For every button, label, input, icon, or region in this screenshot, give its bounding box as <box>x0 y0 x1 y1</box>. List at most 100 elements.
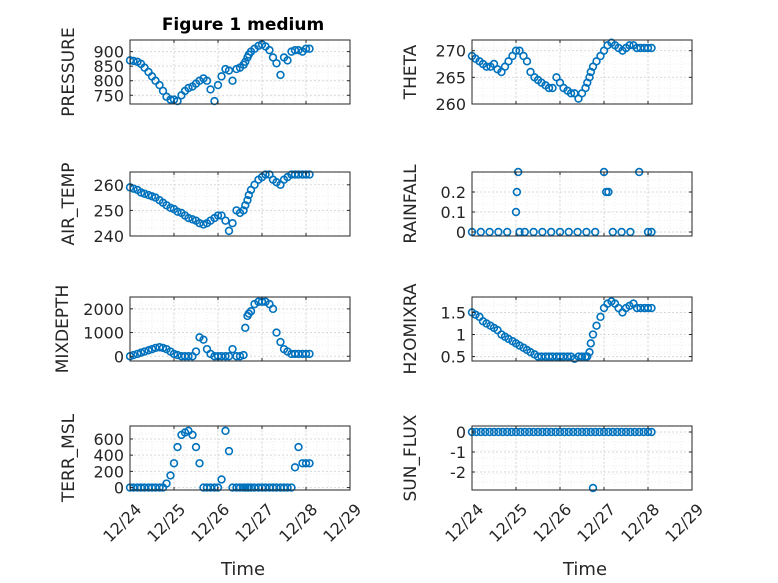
data-point <box>515 227 524 237</box>
axes-box <box>471 39 693 105</box>
y-tick-label: -1 <box>450 443 466 462</box>
data-point <box>520 227 529 237</box>
data-point <box>630 427 639 437</box>
data-point <box>250 180 259 190</box>
figure-title: Figure 1 medium <box>162 15 324 35</box>
data-point <box>228 76 237 85</box>
data-point <box>158 86 168 96</box>
data-point <box>512 187 522 197</box>
axes-box <box>129 425 351 491</box>
data-point <box>520 427 529 437</box>
data-point <box>213 483 223 492</box>
data-point <box>560 427 569 437</box>
data-point <box>173 350 182 360</box>
data-point <box>199 335 208 344</box>
y-tick-label: 900 <box>93 43 124 62</box>
data-point <box>195 459 204 468</box>
axes-box <box>129 39 351 105</box>
y-tick-label: 265 <box>435 68 466 87</box>
data-point <box>217 475 226 484</box>
data-point <box>529 427 538 437</box>
data-point <box>595 427 604 437</box>
data-point <box>188 430 197 440</box>
y-tick-label: 400 <box>93 446 124 465</box>
data-point <box>604 187 613 197</box>
y-tick-label: 0.5 <box>441 348 466 367</box>
y-tick-label: 0.1 <box>441 203 466 222</box>
data-point <box>485 427 494 437</box>
x-axis-label-right: Time <box>562 559 607 580</box>
data-point <box>551 427 560 437</box>
data-point <box>608 427 617 437</box>
data-point <box>590 427 600 437</box>
data-point <box>577 352 587 361</box>
data-point <box>643 303 653 313</box>
data-point <box>548 83 557 93</box>
y-tick-label: 250 <box>93 201 124 220</box>
y-tick-label: 1 <box>456 326 466 345</box>
y-axis-label: PRESSURE <box>59 27 79 116</box>
data-point <box>239 206 248 215</box>
y-tick-label: 0 <box>456 423 466 442</box>
data-point <box>522 57 532 66</box>
data-point <box>639 427 648 437</box>
data-point <box>546 227 556 237</box>
data-point <box>265 45 274 55</box>
subplot-mixdepth: 0 1000 2000 MIXDEPTH <box>53 285 351 373</box>
axes-box <box>471 425 693 491</box>
data-point <box>276 70 285 80</box>
data-point <box>228 344 237 354</box>
data-point <box>184 352 193 361</box>
data-point <box>511 207 521 217</box>
data-point <box>140 189 149 198</box>
data-point <box>626 227 635 237</box>
data-point <box>485 227 494 237</box>
data-point <box>140 347 149 356</box>
data-point <box>283 483 292 492</box>
data-point <box>221 426 230 436</box>
y-axis-label: THETA <box>401 44 421 100</box>
data-point <box>503 227 512 237</box>
axes-box <box>471 296 693 362</box>
data-point <box>581 83 590 93</box>
y-tick-label: 260 <box>435 95 466 114</box>
y-tick-label: 750 <box>93 86 124 105</box>
data-point <box>241 57 250 67</box>
data-point <box>582 427 591 437</box>
data-point <box>542 427 551 437</box>
data-point <box>184 213 193 223</box>
data-point <box>564 227 573 237</box>
subplot-air_temp: 240 250 260 AIR_TEMP <box>59 163 351 246</box>
data-point <box>647 43 656 53</box>
data-point <box>583 352 592 361</box>
data-point <box>155 80 164 90</box>
data-point <box>596 312 605 322</box>
data-point <box>481 427 490 437</box>
data-point <box>294 442 303 452</box>
data-point <box>626 427 635 437</box>
data-point <box>617 427 626 437</box>
axes-box <box>129 171 351 237</box>
y-tick-label: 0 <box>114 479 124 498</box>
data-point <box>586 427 595 437</box>
data-point <box>301 349 311 359</box>
data-point <box>224 446 234 456</box>
data-point <box>476 427 485 437</box>
data-point <box>268 53 278 62</box>
data-point <box>489 427 499 437</box>
data-point <box>268 304 278 314</box>
x-axis-label-left: Time <box>220 559 265 580</box>
data-point <box>301 44 311 53</box>
axes-box <box>129 296 351 362</box>
y-tick-label: 850 <box>93 57 124 76</box>
data-point <box>305 44 314 53</box>
data-point <box>221 352 230 361</box>
y-axis-label: AIR_TEMP <box>59 163 79 246</box>
data-point <box>241 323 250 333</box>
data-point <box>604 427 613 437</box>
data-point <box>585 73 594 82</box>
subplot-rainfall: 00.10.2 RAINFALL <box>401 164 693 244</box>
data-point <box>155 483 164 492</box>
